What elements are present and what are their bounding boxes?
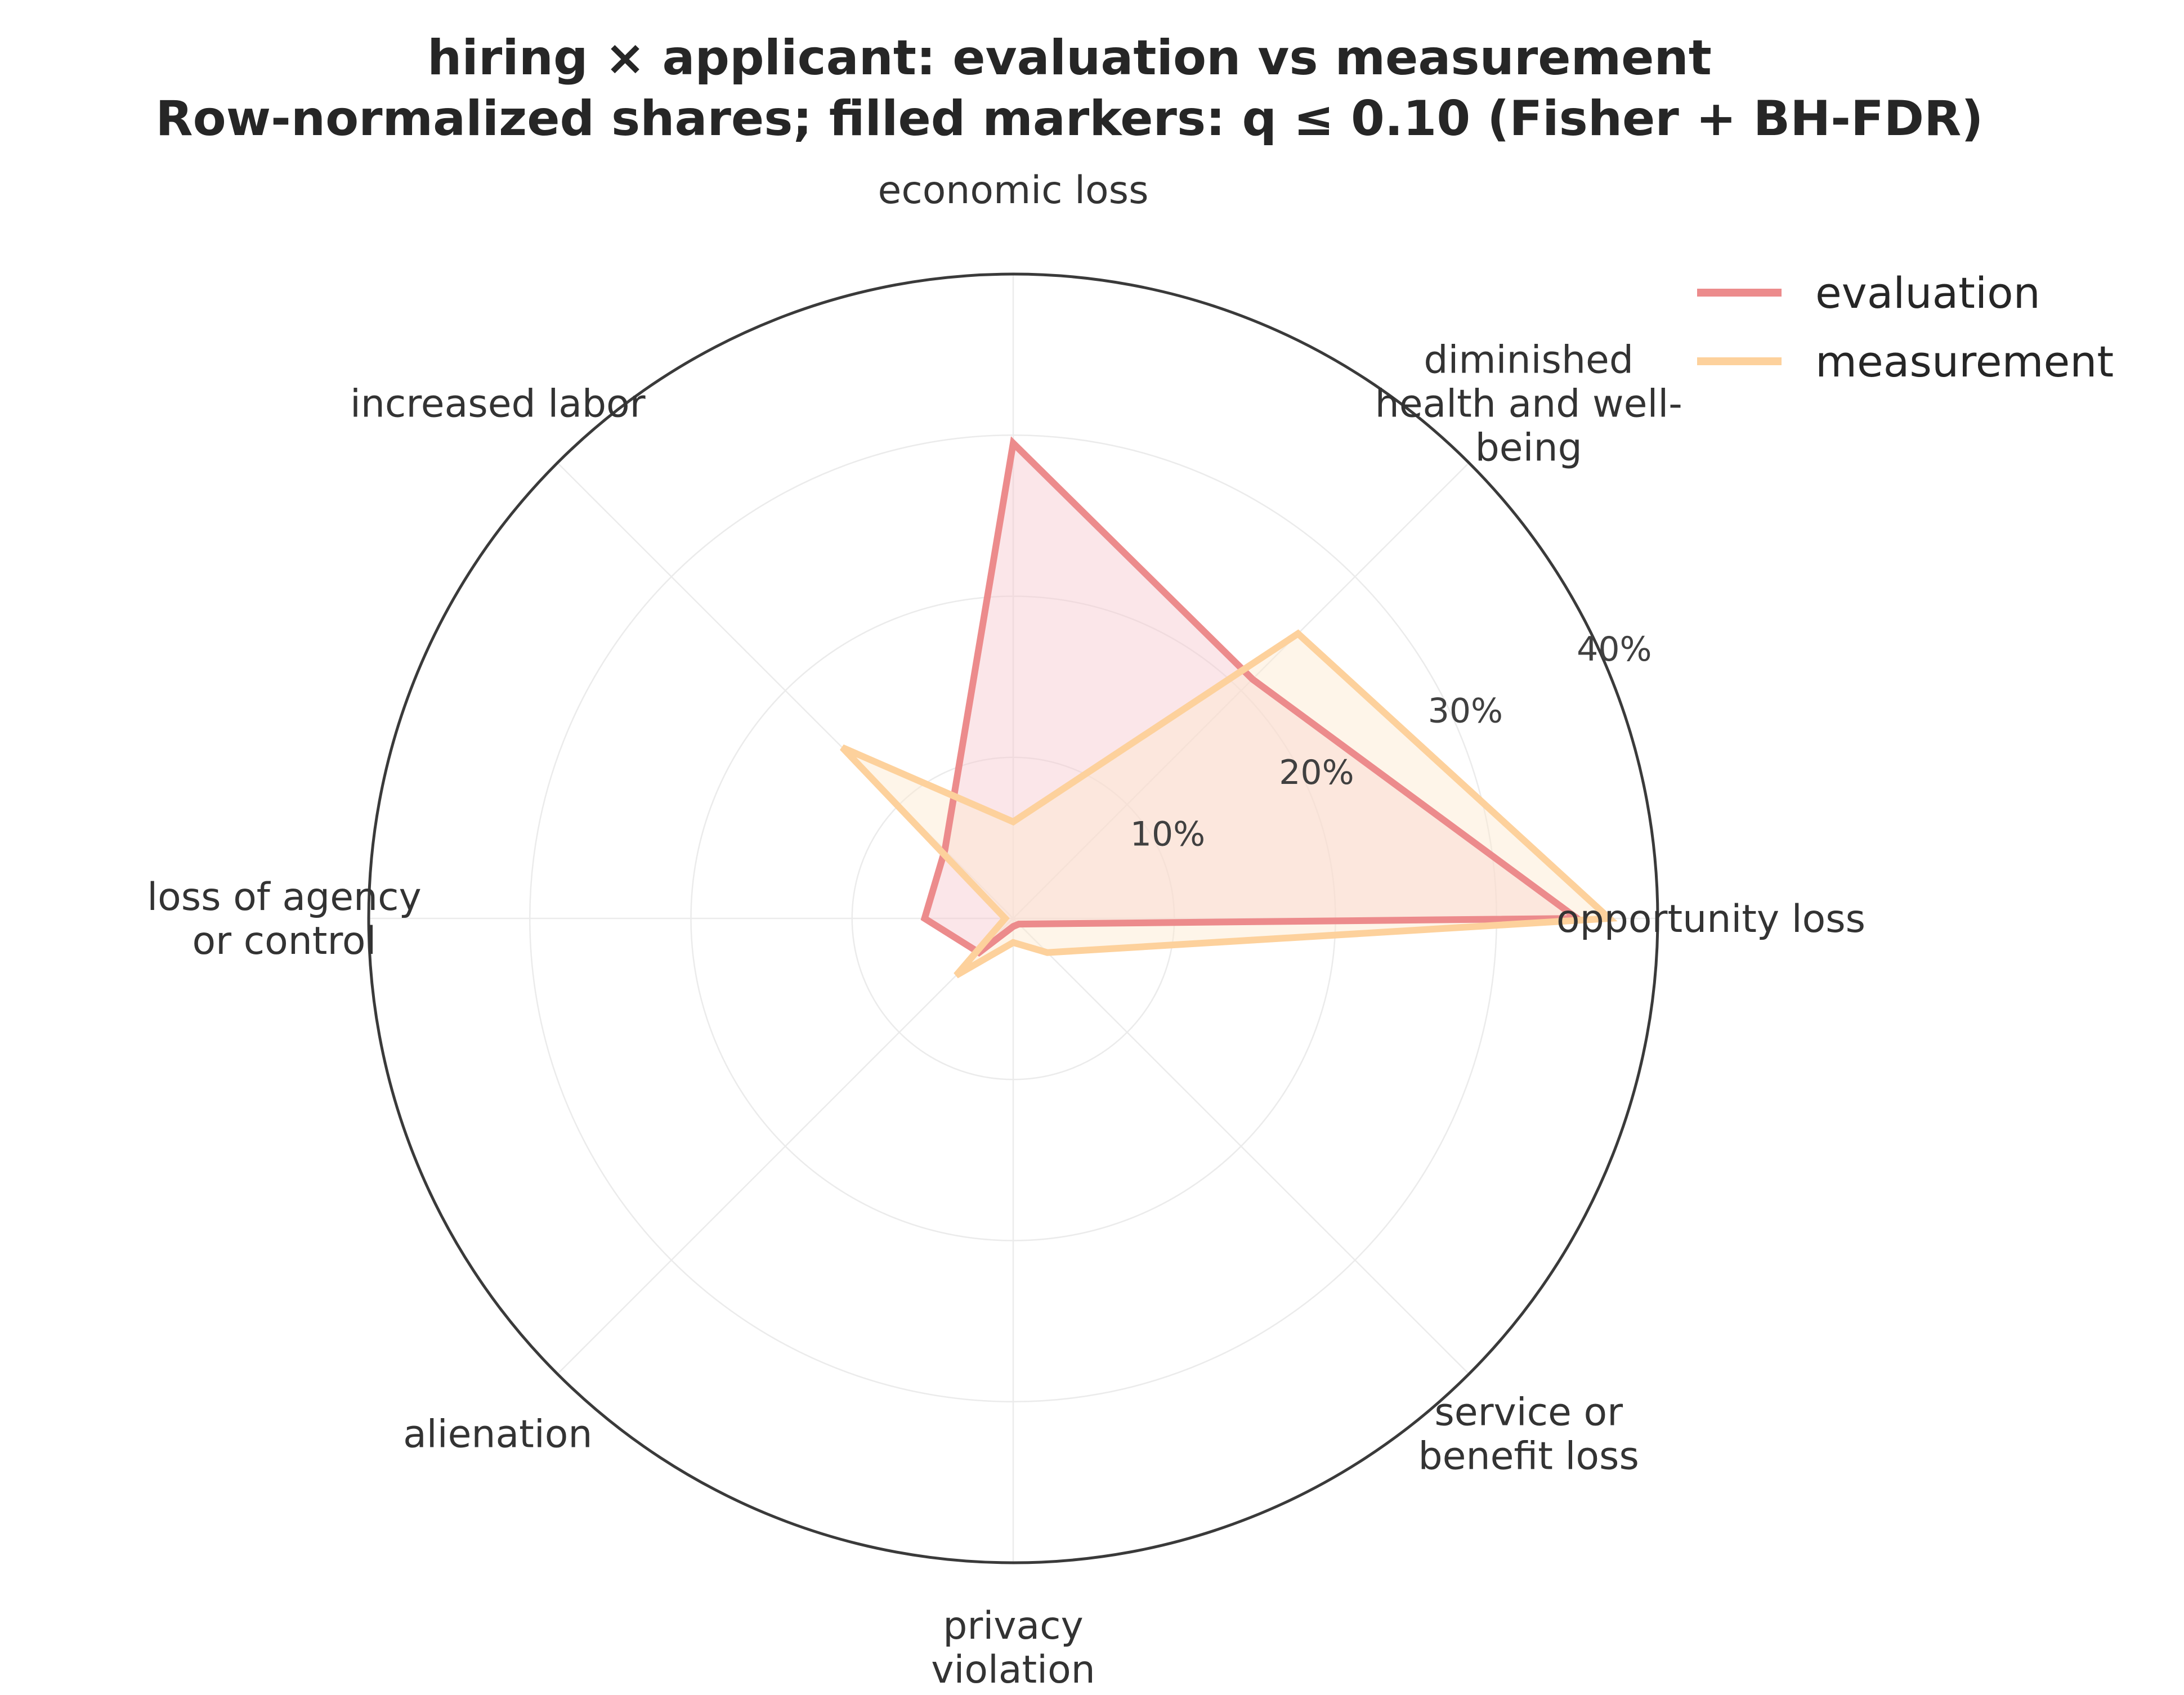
category-label: economic loss (878, 168, 1148, 213)
radial-tick-labels: 10% 20% 30% 40% (1130, 630, 1652, 854)
category-label: loss of agency or control (147, 875, 422, 963)
radial-tick-label: 40% (1577, 630, 1652, 669)
radial-tick-label: 10% (1130, 814, 1205, 854)
category-label-line: alienation (403, 1413, 592, 1457)
category-label-line: or control (193, 919, 377, 963)
category-label: service or benefit loss (1418, 1391, 1639, 1479)
category-label: opportunity loss (1556, 897, 1865, 941)
category-label: diminished health and well-being (1375, 338, 1682, 470)
category-label-line: health and well- (1375, 382, 1682, 426)
radial-tick-label: 20% (1279, 753, 1354, 792)
category-label-line: increased labor (350, 382, 646, 426)
category-label-line: economic loss (878, 168, 1148, 213)
chart-title-line-1: hiring × applicant: evaluation vs measur… (427, 30, 1712, 86)
category-label: increased labor (350, 382, 646, 426)
legend-label-evaluation: evaluation (1815, 268, 2040, 318)
chart-title: hiring × applicant: evaluation vs measur… (155, 30, 1983, 147)
outer-ring (367, 272, 1659, 1564)
category-label-line: violation (931, 1648, 1095, 1692)
category-label-line: being (1475, 425, 1582, 470)
series-line-evaluation (920, 436, 1587, 957)
category-label: privacy violation (931, 1604, 1095, 1692)
category-label-line: privacy (943, 1604, 1084, 1648)
series-fill-measurement (842, 634, 1610, 976)
radar-series (840, 436, 1618, 979)
category-label-line: service or (1434, 1391, 1623, 1435)
series-line-measurement (840, 629, 1618, 979)
series-fill-evaluation (924, 443, 1577, 953)
legend-label-measurement: measurement (1815, 337, 2114, 387)
legend: evaluation measurement (1697, 268, 2114, 387)
category-label: alienation (403, 1413, 592, 1457)
chart-title-line-2: Row-normalized shares; filled markers: q… (155, 91, 1983, 147)
category-label-line: opportunity loss (1556, 897, 1865, 941)
grid-ring (851, 756, 1175, 1080)
category-label-line: loss of agency (147, 875, 422, 920)
category-label-line: diminished (1424, 338, 1633, 382)
category-labels: opportunity loss diminished health and wel… (147, 168, 1865, 1692)
category-label-line: benefit loss (1418, 1434, 1639, 1479)
radial-tick-label: 30% (1428, 691, 1503, 730)
